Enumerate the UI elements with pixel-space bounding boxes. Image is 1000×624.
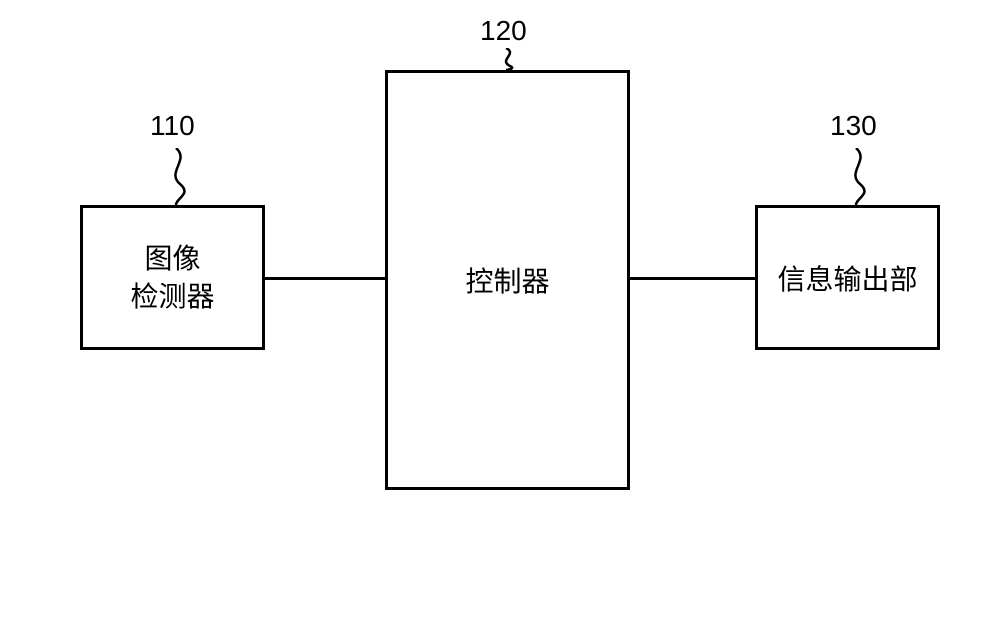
leader-110 xyxy=(172,148,194,205)
block-info-output: 信息输出部 xyxy=(755,205,940,350)
edge-1-2 xyxy=(265,277,385,280)
edge-2-3 xyxy=(630,277,755,280)
block-text: 图像 检测器 xyxy=(130,240,214,316)
leader-130 xyxy=(852,148,874,205)
line2: 检测器 xyxy=(130,281,214,312)
ref-label-110: 110 xyxy=(150,110,195,142)
line1: 控制器 xyxy=(465,266,549,297)
ref-label-120: 120 xyxy=(480,15,527,47)
line1: 信息输出部 xyxy=(777,264,917,295)
ref-label-130: 130 xyxy=(830,110,877,142)
leader-120 xyxy=(502,48,524,70)
line1: 图像 xyxy=(144,243,200,274)
block-image-detector: 图像 检测器 xyxy=(80,205,265,350)
block-controller: 控制器 xyxy=(385,70,630,490)
block-text: 信息输出部 xyxy=(777,258,917,298)
block-text: 控制器 xyxy=(465,260,549,300)
